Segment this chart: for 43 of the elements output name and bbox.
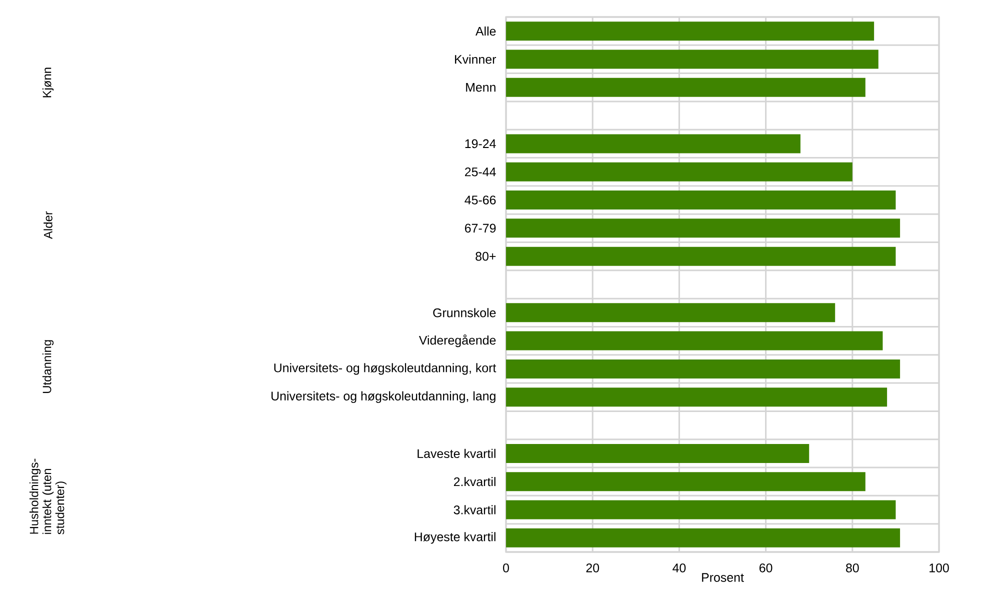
x-tick-label: 80 (846, 564, 859, 572)
y-tick-label: Menn (466, 83, 496, 92)
y-tick-label: 67-79 (465, 224, 496, 233)
bar (506, 190, 896, 210)
y-tick-label: Alle (476, 26, 496, 36)
y-tick-label: 45-66 (464, 196, 496, 204)
bar (506, 162, 852, 182)
y-tick-label: Kvinner (455, 54, 496, 64)
x-tick-label: 20 (586, 564, 600, 572)
bar (506, 78, 866, 97)
x-tick-label: 0 (503, 564, 509, 572)
y-tick-label: 3.kvartil (454, 505, 496, 514)
text: Husholdnings-inntekt (uten studenter) (29, 458, 67, 534)
x-axis-title: Prosent (702, 573, 744, 582)
bar (506, 50, 878, 69)
bar (506, 444, 810, 463)
bar (506, 472, 866, 492)
bar (506, 500, 896, 520)
y-tick-label: Grunnskole (433, 308, 496, 318)
y-tick-label: Videregående (418, 334, 496, 348)
bar (506, 528, 900, 548)
y-tick-label: 2.kvartil (454, 477, 496, 486)
bar (506, 218, 900, 238)
bar (506, 303, 836, 322)
y-tick-label: 25-44 (465, 167, 496, 176)
y-tick-label: Universitets- og høgskoleutdanning, kort (274, 363, 496, 375)
x-tick-label: 100 (930, 564, 949, 572)
bar (506, 388, 888, 407)
bar (506, 134, 800, 154)
y-tick-label: 19-24 (465, 139, 496, 148)
x-tick-label: 60 (760, 564, 772, 572)
text: Alder (44, 211, 52, 239)
x-tick-label: 40 (672, 564, 686, 572)
bar (506, 359, 900, 378)
y-tick-label: Universitets- og høgskoleutdanning, lang (272, 391, 496, 403)
text: Utdanning (42, 340, 54, 393)
y-tick-label: Høyeste kvartil (414, 532, 496, 544)
bar (506, 22, 874, 41)
bar (506, 331, 883, 350)
bar (506, 246, 896, 266)
y-tick-label: 80+ (476, 252, 496, 261)
text: Kjønn (42, 68, 54, 98)
y-tick-label: Laveste kvartil (418, 448, 496, 458)
